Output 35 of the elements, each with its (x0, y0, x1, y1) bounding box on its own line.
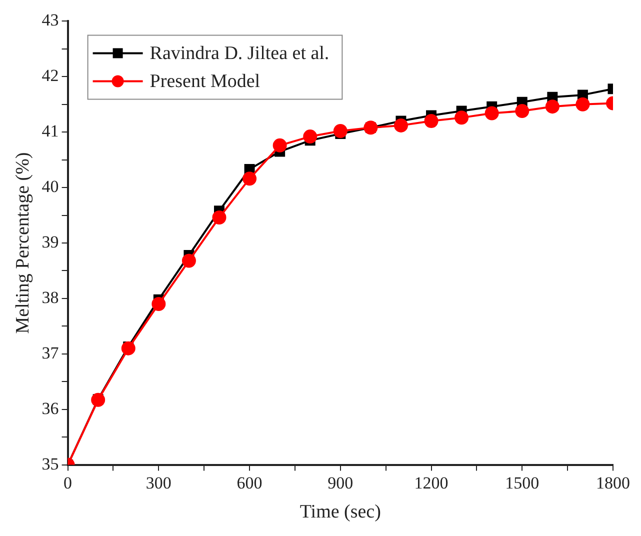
x-tick-label: 1200 (414, 473, 448, 492)
legend-label: Present Model (150, 71, 260, 92)
x-tick-label: 900 (328, 473, 354, 492)
x-axis-title: Time (sec) (300, 502, 381, 523)
point (576, 97, 590, 112)
point (272, 138, 287, 152)
y-tick-label: 35 (42, 454, 59, 474)
y-tick-label: 39 (42, 232, 59, 252)
point (424, 114, 438, 128)
point (182, 254, 196, 268)
point (484, 106, 499, 120)
point (454, 110, 469, 125)
point (212, 210, 226, 224)
x-tick-label: 1500 (505, 473, 540, 492)
point (515, 104, 530, 118)
y-tick-label: 38 (42, 288, 59, 307)
y-tick-label: 42 (42, 66, 59, 86)
point (394, 118, 408, 132)
y-tick-label: 43 (42, 10, 59, 30)
x-tick-label: 1800 (596, 473, 630, 492)
legend-label: Ravindra D. Jiltea et al. (150, 43, 330, 64)
y-tick-label: 41 (42, 122, 59, 141)
x-tick-label: 300 (146, 473, 172, 492)
point (545, 100, 560, 114)
point (152, 296, 166, 311)
x-tick-label: 0 (64, 473, 72, 492)
point (333, 124, 348, 138)
point (303, 130, 318, 144)
x-tick-label: 600 (236, 473, 262, 492)
y-tick-label: 37 (42, 343, 60, 362)
point (242, 172, 257, 186)
y-axis-title: Melting Percentage (%) (12, 152, 34, 334)
y-tick-label: 36 (42, 398, 59, 418)
y-tick-label: 40 (42, 177, 59, 196)
point (121, 341, 136, 356)
